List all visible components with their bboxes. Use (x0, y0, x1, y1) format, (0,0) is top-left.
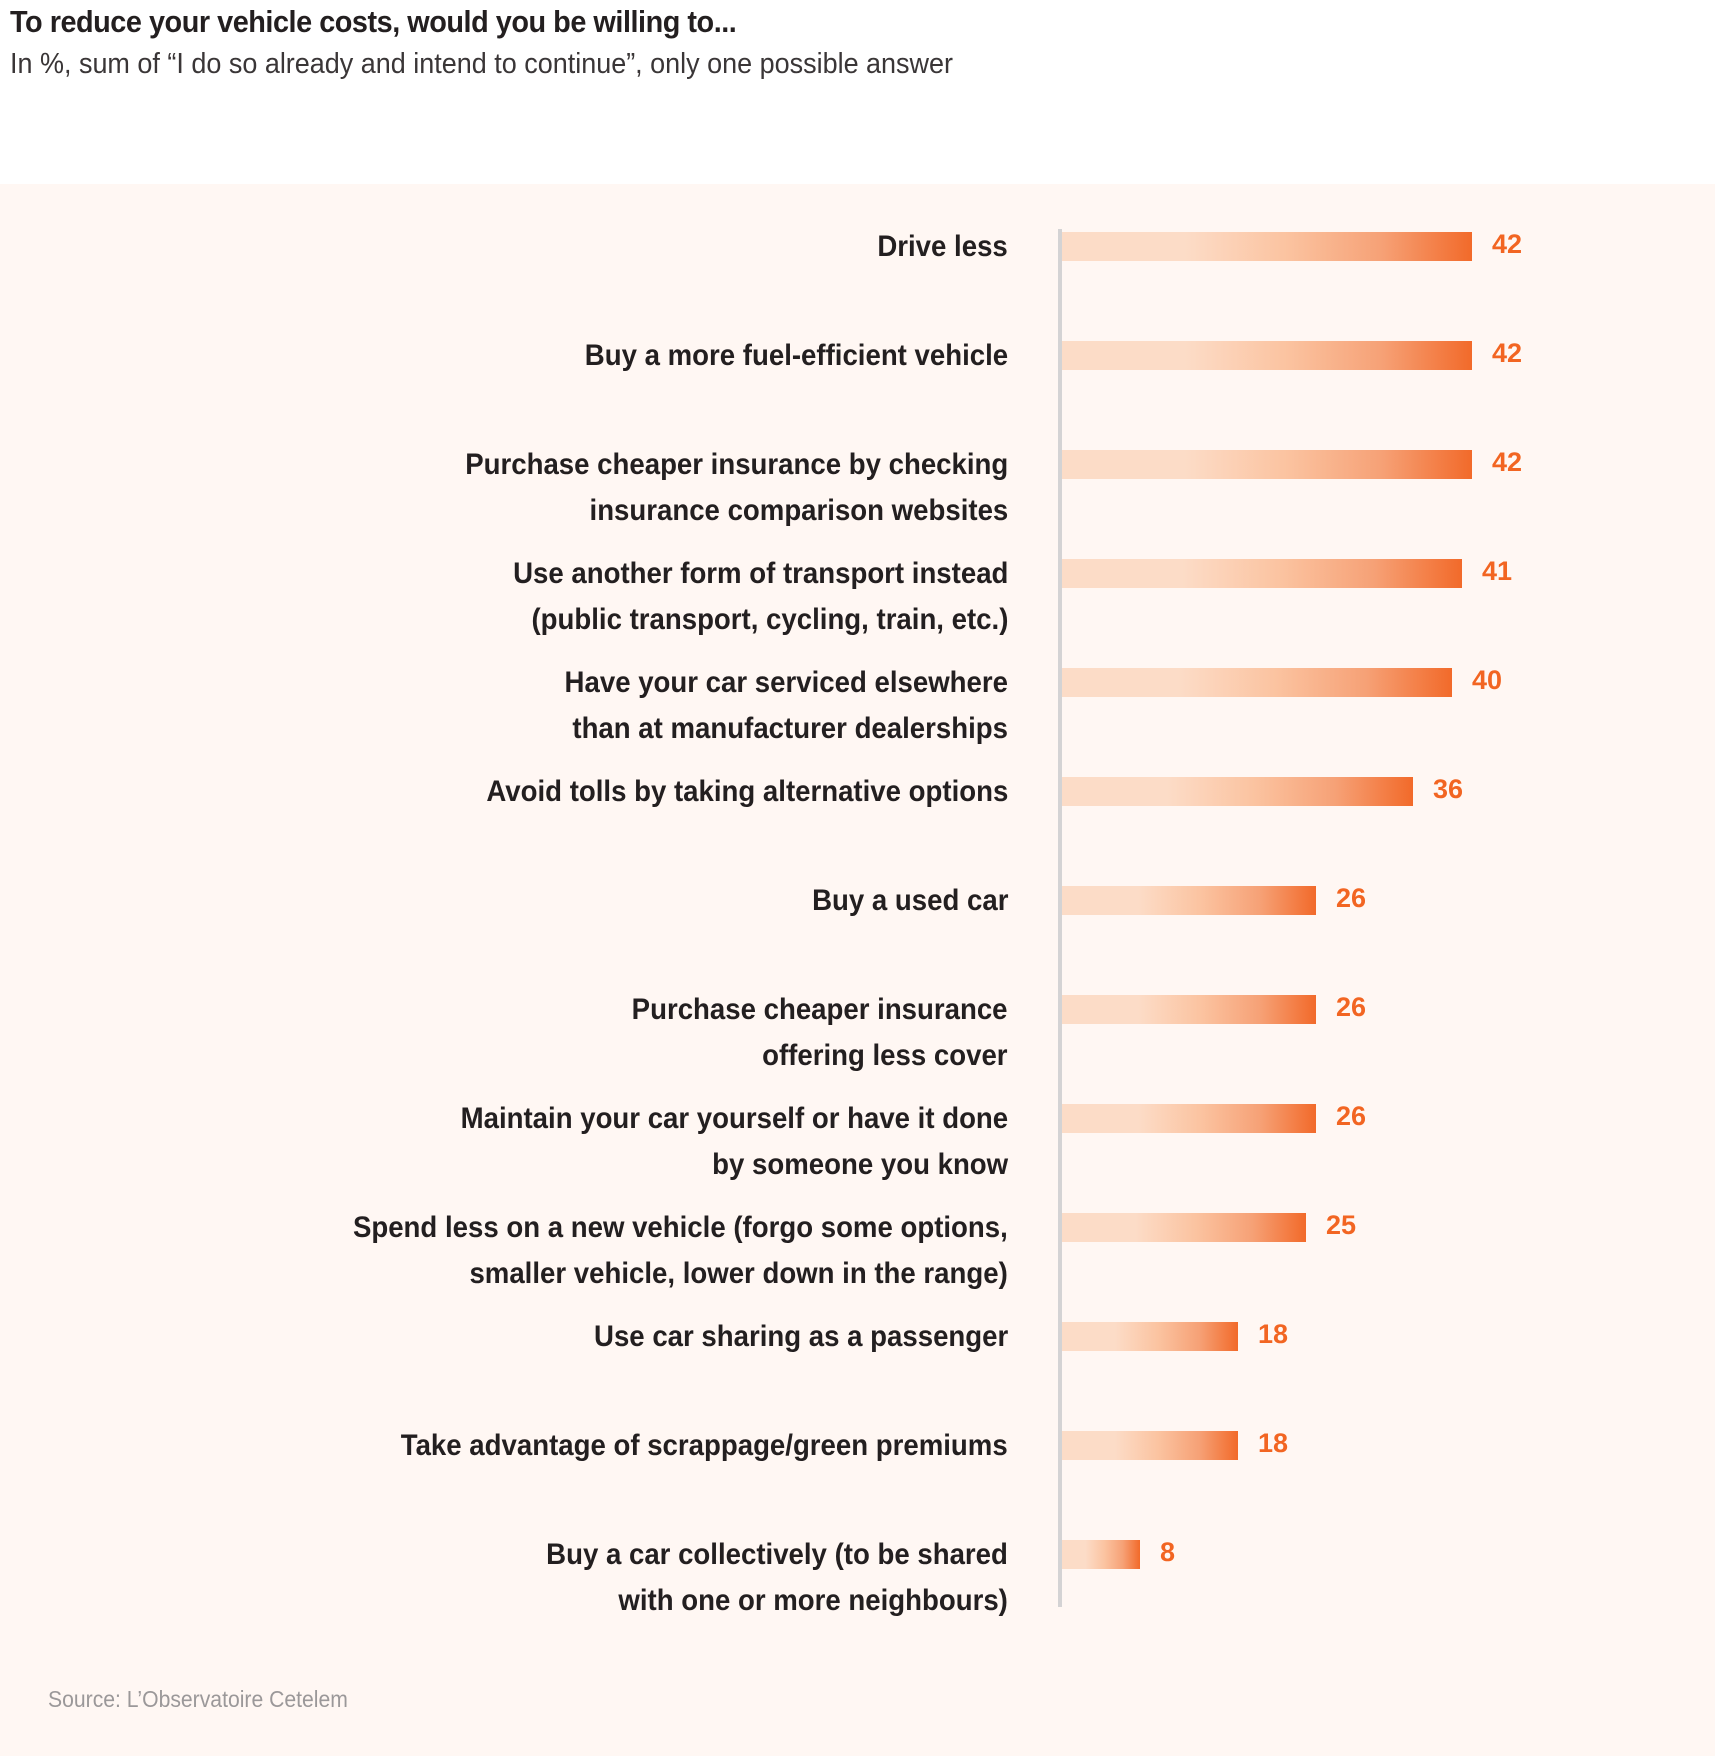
bar-row: Drive less 42 (0, 229, 1715, 264)
category-label: Buy a more fuel-efficient vehicle (585, 333, 1008, 379)
category-label-line: Spend less on a new vehicle (forgo some … (353, 1211, 1008, 1244)
category-label: Use car sharing as a passenger (594, 1314, 1008, 1360)
value-label: 42 (1492, 229, 1523, 259)
category-label: Avoid tolls by taking alternative option… (486, 769, 1008, 815)
category-label: Purchase cheaper insurance offering less … (632, 987, 1008, 1079)
value-label: 26 (1336, 883, 1367, 913)
bar-row: Avoid tolls by taking alternative option… (0, 774, 1715, 809)
value-label: 25 (1326, 1210, 1357, 1240)
category-label-line: Use car sharing as a passenger (593, 1320, 1008, 1353)
category-label: Spend less on a new vehicle (forgo some … (353, 1205, 1008, 1297)
bar-row: Buy a more fuel-efficient vehicle 42 (0, 338, 1715, 373)
value-label: 36 (1433, 774, 1464, 804)
chart-panel (0, 184, 1715, 1756)
value-label: 42 (1492, 447, 1523, 477)
value-label: 40 (1472, 665, 1503, 695)
category-label-line: smaller vehicle, lower down in the range… (469, 1257, 1008, 1290)
category-label: Have your car serviced elsewhere than at … (565, 660, 1008, 752)
bar-row: Use another form of transport instead (pu… (0, 556, 1715, 636)
category-label-line: than at manufacturer dealerships (572, 712, 1008, 745)
category-label: Use another form of transport instead (pu… (513, 551, 1008, 643)
bar (1062, 777, 1413, 806)
bar (1062, 995, 1316, 1024)
category-label: Drive less (878, 224, 1008, 270)
category-label-line: (public transport, cycling, train, etc.) (531, 603, 1008, 636)
value-label: 26 (1336, 992, 1367, 1022)
category-label-line: Buy a more fuel-efficient vehicle (584, 339, 1008, 372)
category-label-line: Buy a used car (811, 884, 1008, 917)
category-label-line: Buy a car collectively (to be shared (546, 1538, 1008, 1571)
y-axis-line (1058, 229, 1062, 1607)
bar-row: Buy a car collectively (to be shared with… (0, 1537, 1715, 1617)
category-label-line: Use another form of transport instead (512, 557, 1008, 590)
value-label: 8 (1160, 1537, 1176, 1567)
bar-row: Purchase cheaper insurance offering less … (0, 992, 1715, 1072)
category-label-line: Drive less (877, 230, 1008, 263)
category-label-line: Maintain your car yourself or have it do… (460, 1102, 1008, 1135)
bar (1062, 668, 1452, 697)
bar (1062, 1540, 1140, 1569)
category-label-line: Avoid tolls by taking alternative option… (486, 775, 1008, 808)
bar-row: Take advantage of scrappage/green premiu… (0, 1428, 1715, 1463)
category-label-line: offering less cover (762, 1039, 1008, 1072)
bar (1062, 1104, 1316, 1133)
category-label-line: Purchase cheaper insurance by checking (464, 448, 1008, 481)
bar-row: Buy a used car 26 (0, 883, 1715, 918)
category-label: Buy a used car (812, 878, 1008, 924)
category-label: Take advantage of scrappage/green premiu… (401, 1423, 1008, 1469)
category-label-line: Purchase cheaper insurance (632, 993, 1008, 1026)
bar-row: Purchase cheaper insurance by checking in… (0, 447, 1715, 527)
category-label-line: Have your car serviced elsewhere (564, 666, 1008, 699)
source-note: Source: L’Observatoire Cetelem (48, 1686, 348, 1712)
bar-row: Have your car serviced elsewhere than at … (0, 665, 1715, 745)
bar (1062, 559, 1462, 588)
chart-subtitle: In %, sum of “I do so already and intend… (10, 48, 954, 80)
bar (1062, 1213, 1306, 1242)
value-label: 18 (1258, 1319, 1289, 1349)
bar (1062, 232, 1472, 261)
bar (1062, 450, 1472, 479)
category-label-line: insurance comparison websites (589, 494, 1008, 527)
bar-row: Use car sharing as a passenger 18 (0, 1319, 1715, 1354)
value-label: 26 (1336, 1101, 1367, 1131)
bar (1062, 1322, 1238, 1351)
category-label-line: by someone you know (712, 1148, 1008, 1181)
category-label-line: Take advantage of scrappage/green premiu… (401, 1429, 1008, 1462)
category-label: Purchase cheaper insurance by checking in… (465, 442, 1008, 534)
value-label: 41 (1482, 556, 1513, 586)
bar-row: Maintain your car yourself or have it do… (0, 1101, 1715, 1181)
bar-row: Spend less on a new vehicle (forgo some … (0, 1210, 1715, 1290)
category-label: Maintain your car yourself or have it do… (460, 1096, 1008, 1188)
bar (1062, 341, 1472, 370)
value-label: 42 (1492, 338, 1523, 368)
chart-title: To reduce your vehicle costs, would you … (10, 4, 737, 39)
category-label: Buy a car collectively (to be shared with… (546, 1532, 1008, 1624)
bar (1062, 886, 1316, 915)
value-label: 18 (1258, 1428, 1289, 1458)
bar (1062, 1431, 1238, 1460)
category-label-line: with one or more neighbours) (618, 1584, 1008, 1617)
